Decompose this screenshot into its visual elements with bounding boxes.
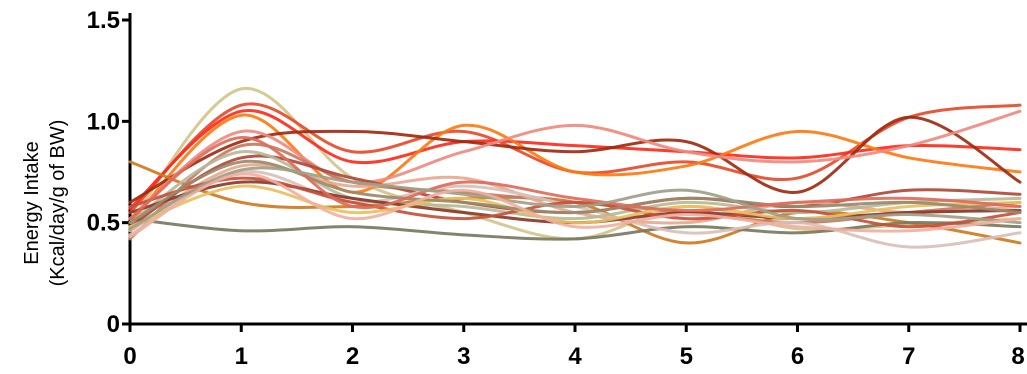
x-tick-label: 8 [1011, 343, 1024, 370]
x-tick-label: 3 [457, 343, 470, 370]
y-axis-title: Energy Intake (Kcal/day/g of BW) [21, 120, 69, 287]
x-tick-label: 0 [123, 343, 136, 370]
series-lines [128, 87, 1022, 249]
y-axis-title-line1: Energy Intake [21, 141, 43, 264]
series-line-8 [128, 217, 1022, 241]
series-line-3 [128, 108, 1022, 210]
x-tick-label: 6 [791, 343, 804, 370]
y-tick-label: 1.0 [87, 108, 120, 135]
axes [128, 13, 1027, 326]
y-tick-label: 0 [107, 311, 120, 338]
y-tick-label: 1.5 [87, 7, 120, 34]
x-tick-label: 4 [568, 343, 582, 370]
series-line-13 [128, 150, 1022, 225]
series-line-20 [128, 172, 1022, 239]
y-axis-title-line2: (Kcal/day/g of BW) [47, 120, 69, 287]
series-line-17 [128, 159, 1022, 225]
series-line-5 [128, 115, 1022, 204]
x-tick-label: 2 [346, 343, 359, 370]
y-ticks: 0 0.5 1.0 1.5 [87, 7, 130, 338]
series-line-16 [128, 184, 1022, 229]
series-line-6 [128, 109, 1022, 221]
y-tick-label: 0.5 [87, 210, 120, 237]
x-tick-label: 7 [902, 343, 915, 370]
x-tick-label: 1 [235, 343, 248, 370]
series-line-19 [128, 166, 1022, 231]
x-ticks: 0 1 2 3 4 5 6 7 8 [123, 324, 1025, 370]
x-tick-label: 5 [680, 343, 693, 370]
series-line-18 [128, 136, 1022, 221]
